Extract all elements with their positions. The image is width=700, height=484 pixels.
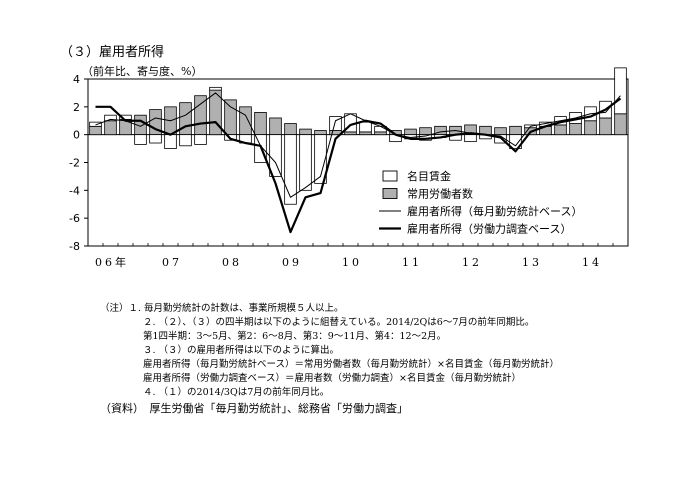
legend-label: 名目賃金: [407, 169, 451, 183]
bar-wage: [464, 134, 477, 143]
legend-swatch-employees: [382, 188, 398, 199]
bar-employees: [599, 117, 612, 136]
bar-wage: [299, 134, 312, 191]
note-3: ３. （３）の雇用者所得は以下のように算出。: [143, 345, 340, 356]
bar-wage: [104, 114, 117, 122]
bar-employees: [254, 112, 267, 136]
bar-wage: [164, 134, 177, 149]
y-tick-label: -4: [69, 184, 80, 197]
employee-count-bars: [89, 89, 627, 136]
bar-employees: [269, 117, 282, 136]
bar-employees: [584, 120, 597, 136]
bar-wage: [134, 134, 147, 145]
legend-box: [375, 165, 597, 241]
note-1: （注）１. 毎月勤労統計の計数は、事業所規模５人以上。: [100, 303, 344, 314]
bar-employees: [374, 131, 387, 136]
note-2: ２. （２）、（３）の四半期は以下のように組替えている。2014/2Qは6～7月…: [143, 317, 535, 328]
bar-employees: [104, 120, 117, 136]
legend-label: 常用労働者数: [407, 187, 473, 201]
bar-wage: [209, 86, 222, 91]
chart-axes: 4 2 0 -2 -4 -6 -8 06年 07 08 09 10 11 12 13 14: [69, 73, 629, 269]
note-4: ４. （１）の2014/3Qは7月の前年同月比。: [143, 387, 330, 398]
x-tick-label: 08: [222, 256, 242, 269]
bar-wage: [314, 134, 327, 184]
x-tick-label: 13: [522, 256, 542, 269]
bar-employees: [509, 125, 522, 136]
source: （資料） 厚生労働省「毎月勤労統計」、総務省「労働力調査」: [100, 402, 408, 415]
bar-employees: [224, 99, 237, 136]
x-tick-label: 11: [402, 256, 422, 269]
y-tick-label: 0: [73, 129, 80, 142]
unit-label: （前年比、寄与度、%）: [82, 65, 203, 78]
bar-wage: [614, 67, 627, 115]
bar-employees: [494, 127, 507, 136]
income-mls-line: [95, 92, 621, 198]
bar-employees: [614, 113, 627, 136]
y-tick-label: -2: [69, 157, 80, 170]
bar-employees: [284, 123, 297, 136]
note-3-formula-1: 雇用者所得（毎月勤労統計ベース）＝常用労働者数（毎月勤労統計）×名目賃金（毎月勤…: [143, 359, 559, 370]
bar-wage: [284, 134, 297, 205]
bar-employees: [554, 124, 567, 136]
x-tick-label: 14: [582, 256, 602, 269]
bar-employees: [239, 106, 252, 136]
line-income-mls: [95, 92, 621, 198]
bar-employees: [419, 127, 432, 136]
legend-label: 雇用者所得（毎月勤労統計ベース）: [407, 204, 582, 218]
chart: 4 2 0 -2 -4 -6 -8 06年 07 08 09 10 11 12 13 14 名目賃金常用労働者…: [69, 67, 629, 269]
x-tick-label: 12: [462, 256, 482, 269]
x-tick-label: 10: [342, 256, 362, 269]
y-tick-label: 4: [73, 73, 80, 86]
bar-employees: [569, 123, 582, 136]
income-lfs-line: [95, 97, 622, 234]
y-tick-label: -6: [69, 212, 80, 225]
bar-wage: [359, 121, 372, 133]
bar-wage: [149, 134, 162, 144]
note-2-detail: 第1四半期：3～5月、第2：6～8月、第3：9～11月、第4：12～2月。: [143, 331, 447, 342]
note-3-formula-2: 雇用者所得（労働力調査ベース）＝雇用者数（労働力調査）×名目賃金（毎月勤労統計）: [143, 373, 521, 384]
bar-employees: [404, 128, 417, 136]
bar-wage: [89, 121, 102, 127]
bar-employees: [344, 131, 357, 136]
x-tick-label: 07: [162, 256, 182, 269]
notes: （注）１. 毎月勤労統計の計数は、事業所規模５人以上。 ２. （２）、（３）の四…: [100, 302, 559, 400]
bar-employees: [299, 128, 312, 136]
line-income-lfs: [95, 97, 622, 234]
legend-label: 雇用者所得（労働力調査ベース）: [407, 222, 571, 236]
legend-swatch-wage: [382, 170, 398, 182]
bar-employees: [314, 130, 327, 136]
y-tick-label: 2: [73, 101, 80, 114]
y-tick-label: -8: [69, 240, 80, 253]
bar-employees: [359, 131, 372, 136]
bar-wage: [179, 134, 192, 147]
bar-employees: [179, 102, 192, 136]
x-tick-label: 06年: [95, 255, 129, 269]
x-tick-label: 09: [282, 256, 302, 269]
bar-wage: [329, 116, 342, 131]
bar-employees: [89, 125, 102, 136]
bar-wage: [194, 134, 207, 145]
page-title: （３）雇用者所得: [60, 45, 165, 60]
